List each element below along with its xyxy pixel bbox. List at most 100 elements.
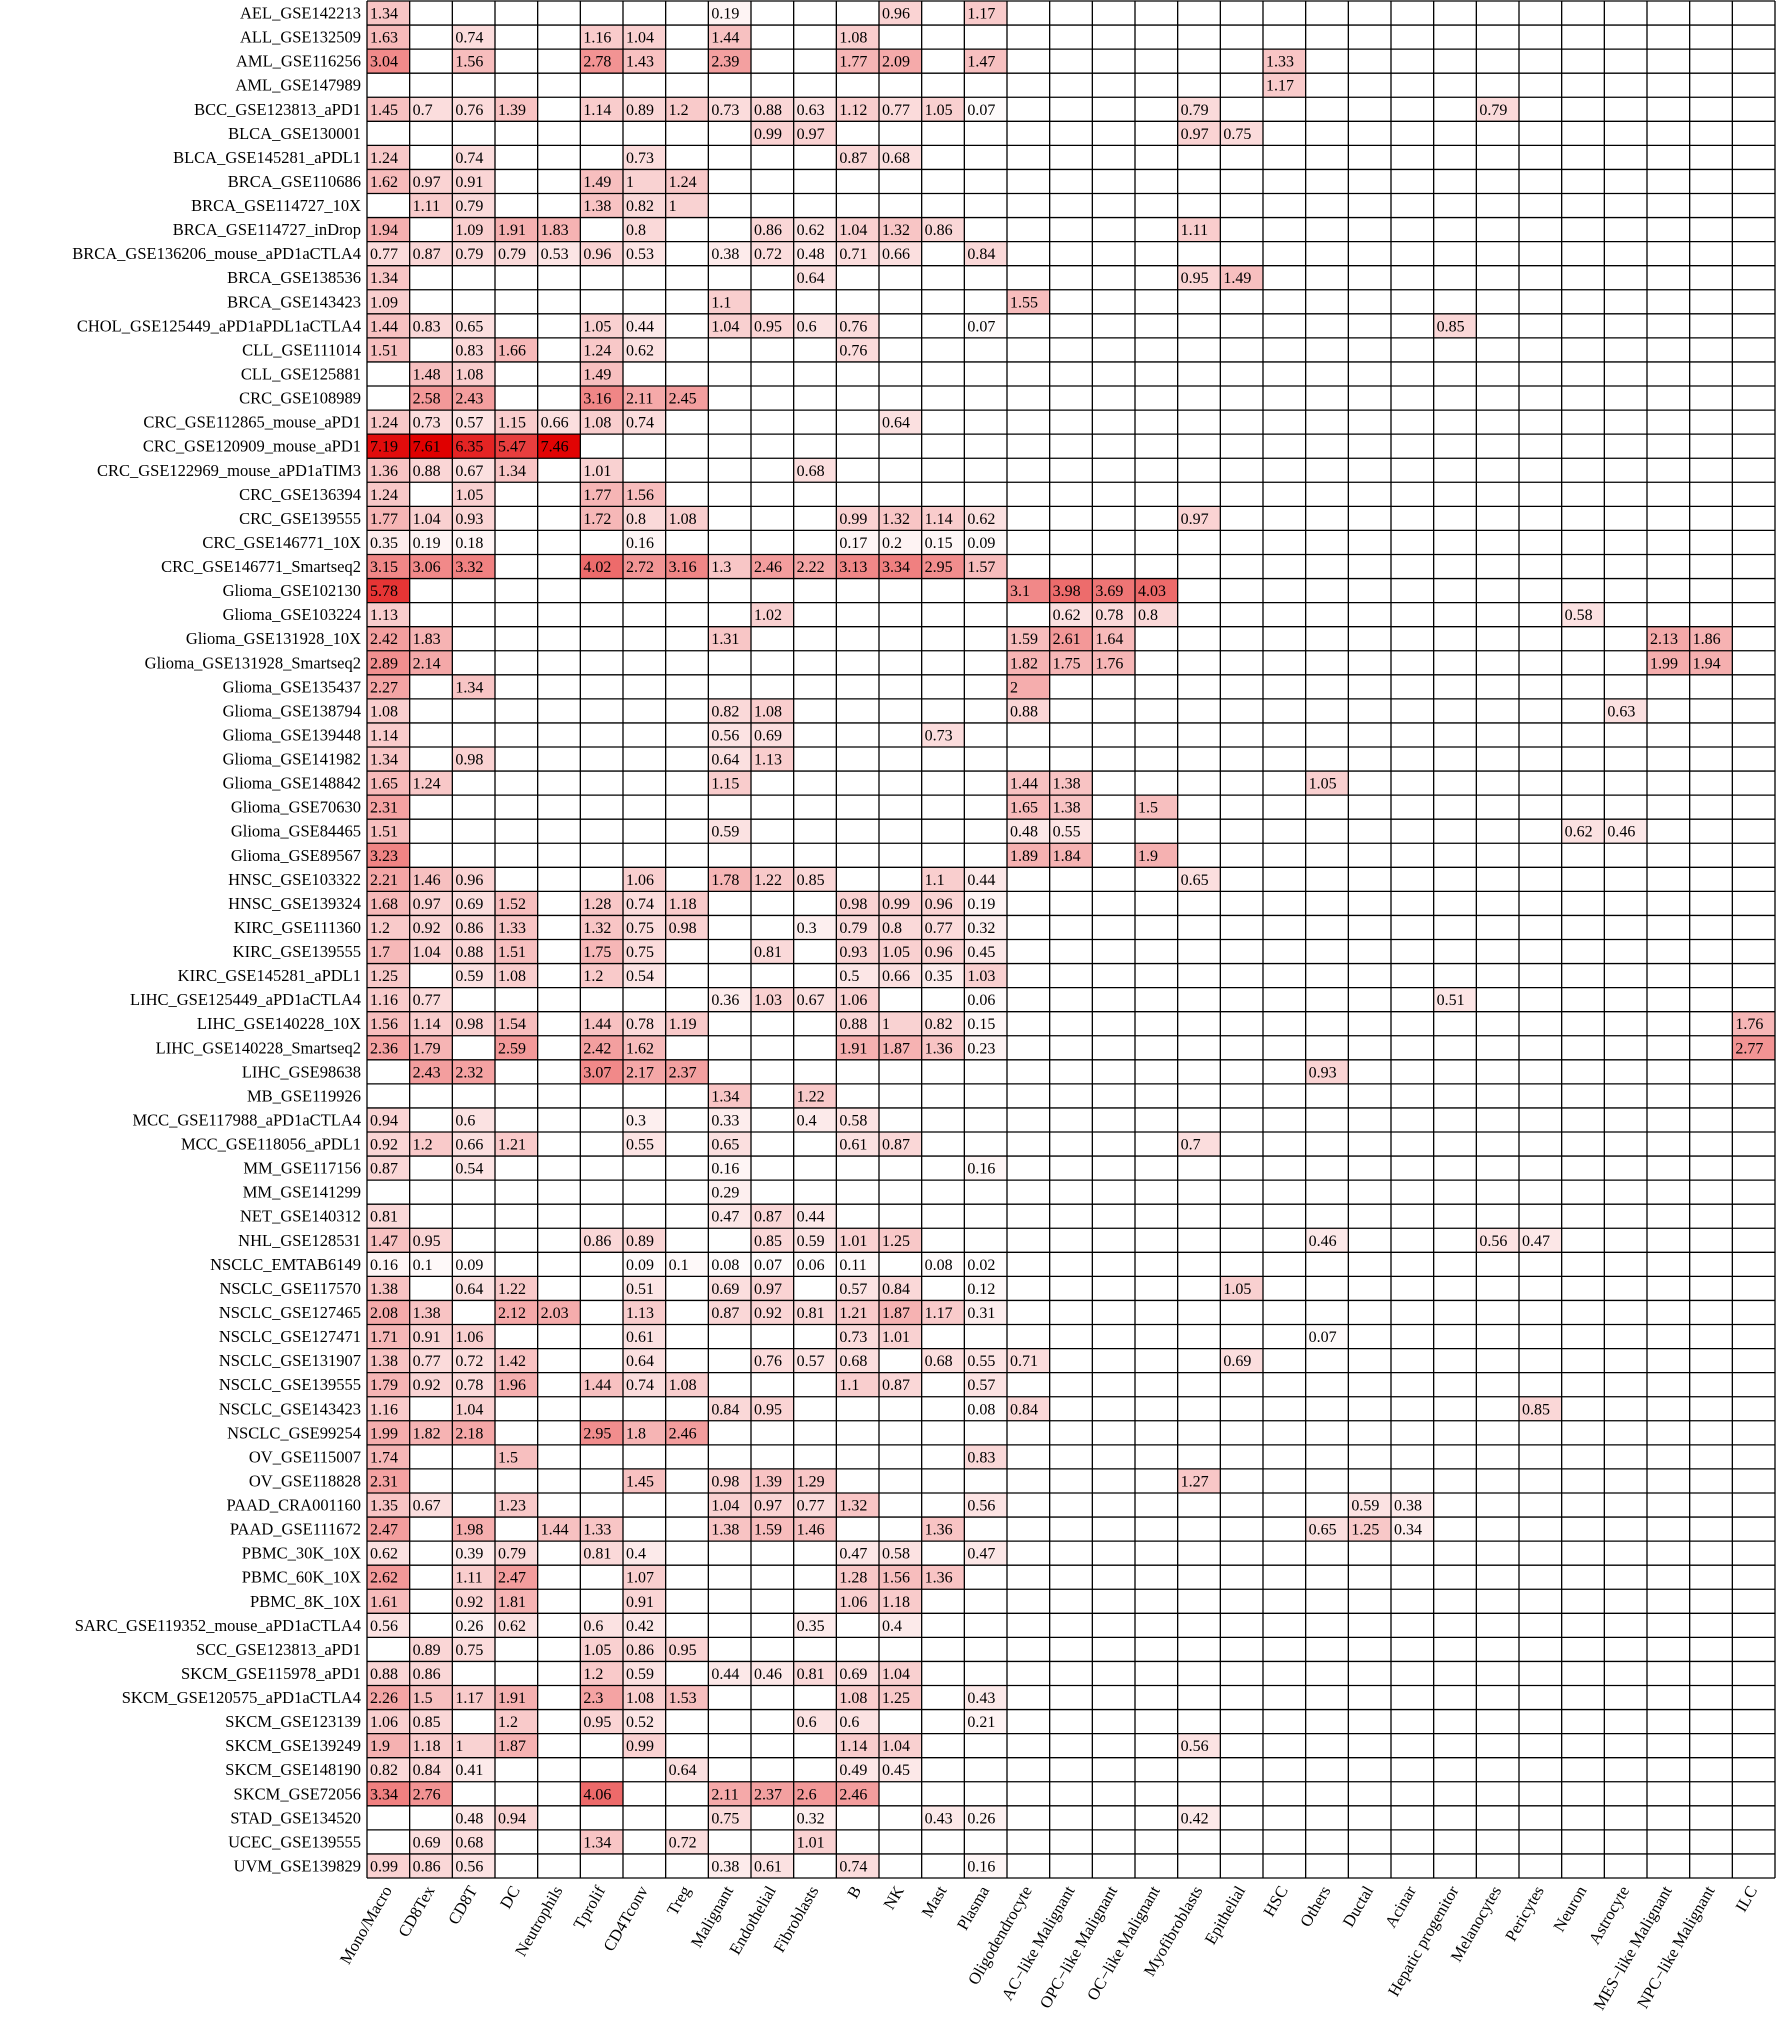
heatmap-cell [665, 1829, 709, 1854]
cell-value-label: 1.22 [498, 1281, 526, 1298]
heatmap-cell [623, 1733, 666, 1758]
heatmap-cell [751, 1252, 794, 1277]
cell-value-label: 1.08 [370, 703, 398, 720]
cell-value-label: 0.59 [797, 1233, 825, 1250]
heatmap-cell [452, 1565, 495, 1590]
cell-value-label: 1.32 [882, 222, 910, 239]
cell-value-label: 0.73 [413, 415, 441, 432]
cell-value-label: 1.06 [370, 1714, 398, 1731]
cell-value-label: 1.94 [370, 222, 398, 239]
cell-value-label: 1.45 [626, 1473, 654, 1490]
heatmap-cell [623, 1252, 666, 1277]
heatmap-cell [452, 1517, 495, 1542]
heatmap-cell [1689, 626, 1733, 651]
cell-value-label: 0.51 [626, 1281, 654, 1298]
cell-value-label: 0.59 [1351, 1498, 1379, 1515]
heatmap-cell [751, 1276, 794, 1301]
heatmap-cell [495, 891, 538, 916]
column-label: Neuron [1549, 1883, 1590, 1935]
heatmap-cell [793, 265, 837, 290]
heatmap-cell [623, 1661, 666, 1686]
cell-value-label: 1 [882, 1016, 890, 1033]
cell-value-label: 1 [669, 198, 677, 215]
row-label: KIRC_GSE145281_aPDL1 [178, 966, 361, 985]
heatmap-cell [836, 1132, 879, 1157]
heatmap-cell [793, 1107, 837, 1133]
heatmap-cell [708, 554, 751, 579]
row-label: LIHC_GSE140228_Smartseq2 [156, 1038, 361, 1057]
cell-value-label: 0.64 [711, 752, 739, 769]
cell-value-label: 0.87 [711, 1305, 739, 1322]
cell-value-label: 0.52 [626, 1714, 654, 1731]
cell-value-label: 0.69 [1223, 1353, 1251, 1370]
cell-value-label: 1.25 [882, 1690, 910, 1707]
cell-value-label: 0.82 [626, 198, 654, 215]
heatmap-cell [836, 97, 879, 122]
cell-value-label: 2.6 [797, 1786, 817, 1803]
heatmap-cell [409, 1132, 453, 1157]
cell-value-label: 0.06 [967, 992, 995, 1009]
heatmap-cell [580, 963, 623, 988]
cell-value-label: 0.87 [754, 1209, 782, 1226]
heatmap-cell [751, 1781, 794, 1806]
row-label: MB_GSE119926 [247, 1086, 361, 1105]
heatmap-cell [921, 217, 965, 242]
heatmap-cell [452, 434, 495, 459]
heatmap-cell [708, 25, 751, 50]
heatmap-cell [452, 386, 495, 411]
heatmap-cell [964, 867, 1007, 892]
cell-value-label: 1.32 [839, 1498, 867, 1515]
cell-value-label: 0.8 [626, 511, 646, 528]
heatmap-cell [836, 1107, 879, 1133]
cell-value-label: 1.7 [370, 944, 390, 961]
cell-value-label: 0.68 [882, 150, 910, 167]
cell-value-label: 0.93 [1309, 1064, 1337, 1081]
cell-value-label: 1.04 [626, 30, 654, 47]
heatmap-cell [964, 1252, 1007, 1277]
heatmap-cell [879, 1372, 922, 1397]
cell-value-label: 1.99 [370, 1425, 398, 1442]
row-label: Glioma_GSE84465 [231, 822, 361, 841]
cell-value-label: 1.11 [413, 198, 440, 215]
heatmap-cell [452, 1589, 495, 1614]
cell-value-label: 0.58 [882, 1546, 910, 1563]
heatmap-cell [708, 819, 751, 844]
heatmap-cell [751, 1517, 794, 1542]
cell-value-label: 0.62 [967, 511, 995, 528]
heatmap-cell [793, 1252, 837, 1277]
cell-value-label: 3.32 [455, 559, 483, 576]
cell-value-label: 0.77 [413, 992, 441, 1009]
cell-value-label: 0.59 [711, 824, 739, 841]
cell-value-label: 0.74 [455, 150, 483, 167]
row-label: Glioma_GSE102130 [223, 581, 361, 600]
heatmap-cell [964, 1805, 1007, 1830]
cell-value-label: 0.62 [626, 342, 654, 359]
cell-value-label: 6.35 [455, 439, 483, 456]
heatmap-cell [452, 1252, 495, 1277]
cell-value-label: 1.1 [839, 1377, 859, 1394]
cell-value-label: 0.75 [626, 944, 654, 961]
cell-value-label: 1.17 [455, 1690, 483, 1707]
heatmap-cell [921, 530, 965, 555]
cell-value-label: 0.92 [754, 1305, 782, 1322]
cell-value-label: 1.83 [541, 222, 569, 239]
heatmap-cell [1177, 97, 1221, 122]
heatmap-cell [964, 241, 1007, 266]
cell-value-label: 1.59 [754, 1522, 782, 1539]
cell-value-label: 1.2 [413, 1137, 433, 1154]
cell-value-label: 1.48 [413, 366, 441, 383]
heatmap-cell [708, 1805, 751, 1830]
heatmap-cell [495, 1132, 538, 1157]
cell-value-label: 0.09 [455, 1257, 483, 1274]
cell-value-label: 1.47 [967, 54, 995, 71]
cell-value-label: 0.81 [583, 1546, 611, 1563]
heatmap-cell [495, 1565, 538, 1590]
cell-value-label: 3.23 [370, 848, 398, 865]
cell-value-label: 0.44 [711, 1666, 739, 1683]
heatmap-cell [452, 891, 495, 916]
cell-value-label: 1.77 [370, 511, 398, 528]
cell-value-label: 1.04 [882, 1666, 910, 1683]
heatmap-cell [836, 506, 879, 531]
heatmap-cell [793, 1613, 837, 1638]
row-label: BCC_GSE123813_aPD1 [194, 100, 361, 119]
